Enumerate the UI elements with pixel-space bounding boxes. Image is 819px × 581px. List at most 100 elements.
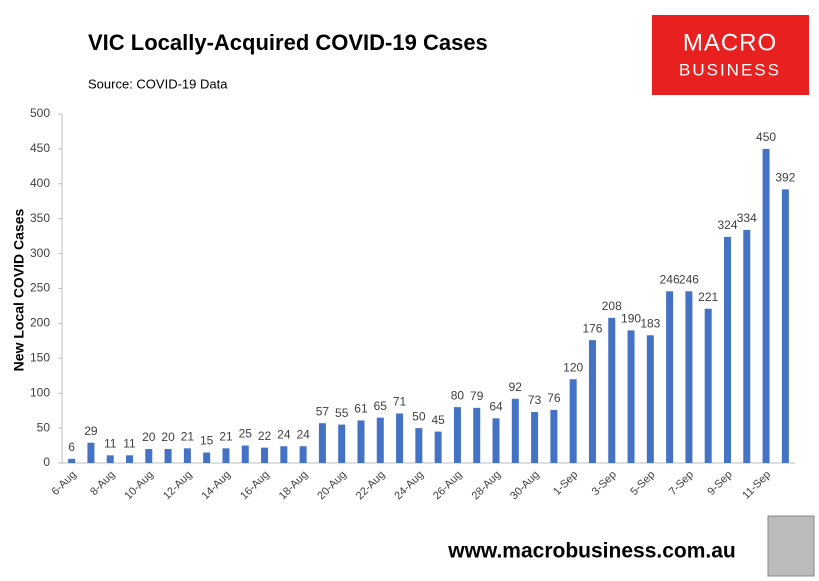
y-tick-label: 200	[30, 316, 50, 330]
data-label: 73	[528, 393, 542, 407]
bar	[415, 428, 423, 463]
data-label: 71	[393, 395, 407, 409]
bar	[588, 340, 596, 463]
bar	[627, 330, 635, 463]
logo-text: MACRO	[683, 29, 777, 56]
bar	[87, 442, 95, 463]
bar	[357, 420, 365, 463]
data-label: 246	[660, 272, 680, 286]
y-tick-label: 50	[37, 420, 51, 434]
bar	[492, 418, 500, 463]
bar	[434, 431, 442, 463]
data-label: 392	[775, 171, 795, 185]
y-axis-label: New Local COVID Cases	[11, 208, 27, 371]
data-label: 20	[142, 430, 156, 444]
data-label: 190	[621, 312, 641, 326]
data-label: 183	[640, 316, 660, 330]
data-label: 55	[335, 406, 349, 420]
bar	[762, 148, 770, 463]
data-label: 208	[602, 299, 622, 313]
x-tick-label: 3-Sep	[590, 469, 619, 498]
bar	[569, 379, 577, 463]
data-label: 11	[123, 436, 136, 450]
bar	[106, 455, 114, 463]
data-label: 324	[717, 218, 737, 232]
bar	[222, 448, 230, 463]
data-label: 21	[181, 430, 195, 444]
data-label: 11	[104, 436, 117, 450]
data-label: 246	[679, 272, 699, 286]
bar	[453, 407, 461, 463]
bar	[164, 449, 172, 463]
y-tick-label: 500	[30, 106, 50, 120]
bar	[550, 409, 558, 463]
data-label: 76	[547, 391, 561, 405]
data-label: 120	[563, 360, 583, 374]
bar	[183, 448, 191, 463]
data-label: 45	[431, 413, 445, 427]
bar	[376, 417, 384, 463]
x-tick-label: 12-Aug	[161, 469, 195, 503]
x-tick-label: 24-Aug	[392, 469, 426, 503]
data-label: 176	[582, 321, 602, 335]
data-label: 334	[737, 211, 757, 225]
bar	[280, 446, 288, 463]
bar	[608, 317, 616, 463]
logo-box	[652, 15, 809, 95]
bar	[781, 189, 789, 463]
y-tick-label: 100	[30, 385, 50, 399]
x-tick-label: 7-Sep	[667, 469, 696, 498]
bar	[203, 452, 211, 463]
bar	[145, 449, 153, 463]
x-tick-label: 20-Aug	[315, 469, 349, 503]
x-tick-label: 28-Aug	[470, 469, 504, 503]
data-label: 79	[470, 389, 484, 403]
bar	[338, 424, 346, 463]
y-tick-label: 250	[30, 281, 50, 295]
bar	[299, 446, 307, 463]
data-label: 92	[509, 380, 523, 394]
x-tick-label: 30-Aug	[508, 469, 542, 503]
x-tick-label: 18-Aug	[277, 469, 311, 503]
bar	[666, 291, 674, 463]
data-label: 80	[451, 388, 465, 402]
data-label: 57	[316, 404, 330, 418]
bar	[126, 455, 134, 463]
bar	[473, 407, 481, 463]
data-label: 21	[219, 430, 233, 444]
logo-text: BUSINESS	[679, 60, 781, 79]
bar	[531, 412, 539, 463]
data-label: 64	[489, 399, 503, 413]
chart-title: VIC Locally-Acquired COVID-19 Cases	[88, 30, 488, 55]
x-tick-label: 10-Aug	[122, 469, 156, 503]
y-tick-label: 400	[30, 176, 50, 190]
x-tick-label: 14-Aug	[200, 469, 234, 503]
x-tick-label: 26-Aug	[431, 469, 465, 503]
bar	[68, 458, 76, 463]
data-label: 22	[258, 429, 272, 443]
bar	[704, 308, 712, 463]
footer-url: www.macrobusiness.com.au	[447, 540, 735, 563]
x-tick-label: 6-Aug	[50, 469, 79, 498]
bar	[396, 413, 404, 463]
y-tick-label: 350	[30, 211, 50, 225]
bar	[511, 398, 519, 463]
x-tick-label: 16-Aug	[238, 469, 272, 503]
chart-subtitle: Source: COVID-19 Data	[88, 76, 228, 91]
y-tick-label: 0	[43, 455, 50, 469]
data-label: 15	[200, 434, 214, 448]
bar	[685, 291, 693, 463]
y-tick-label: 150	[30, 350, 50, 364]
y-tick-label: 450	[30, 141, 50, 155]
data-label: 50	[412, 409, 426, 423]
x-tick-label: 1-Sep	[551, 469, 580, 498]
x-tick-label: 5-Sep	[628, 469, 657, 498]
bar	[743, 229, 751, 463]
data-label: 20	[161, 430, 175, 444]
bar	[261, 447, 269, 463]
data-label: 450	[756, 130, 776, 144]
data-label: 24	[277, 427, 291, 441]
data-label: 25	[239, 427, 253, 441]
x-tick-label: 22-Aug	[354, 469, 388, 503]
